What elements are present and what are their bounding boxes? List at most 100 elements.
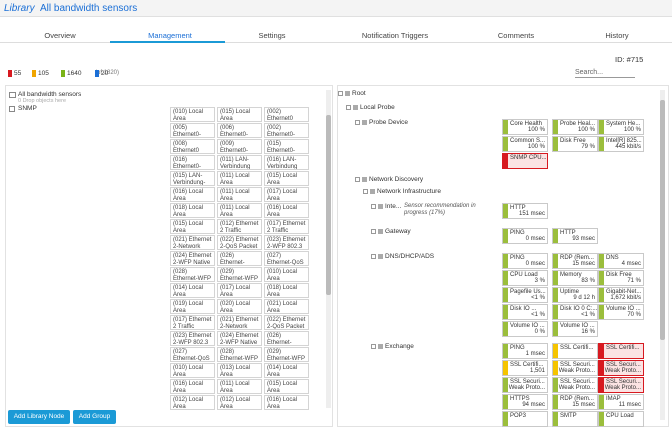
library-sensor[interactable]: (017) Local Area <box>264 187 309 202</box>
library-sensor[interactable]: (012) Ethernet 2 Traffic <box>217 219 262 234</box>
library-sensor[interactable]: (016) Local Area <box>170 187 215 202</box>
search-box[interactable]: Search... <box>575 69 635 78</box>
sensor-tile[interactable]: SSL Securi... Weak Proto... <box>552 377 598 393</box>
sensor-tile[interactable]: SSL Certifi... 1,501 <box>502 360 548 376</box>
sensor-tile[interactable]: SMTP <box>552 411 598 427</box>
sensor-tile[interactable]: CPU Load <box>598 411 644 427</box>
library-sensor[interactable]: (024) Ethernet 2-WFP Native <box>170 251 215 266</box>
library-sensor[interactable]: (015) Local Area <box>264 171 309 186</box>
library-sensor[interactable]: (022) Ethernet 2-QoS Packet <box>264 315 309 330</box>
sensor-tile[interactable]: Disk IO ... <1 % <box>502 304 548 320</box>
add-library-node-button[interactable]: Add Library Node <box>8 410 70 424</box>
library-sensor[interactable]: (015) Local Area <box>217 107 262 122</box>
library-sensor[interactable]: (015) Ethernet0-QoS Packet <box>264 139 309 154</box>
tree-group[interactable]: Network Infrastructure <box>377 188 441 195</box>
scroll-thumb[interactable] <box>326 115 331 295</box>
sensor-tile[interactable]: Intel[R] 825... 445 kbit/s <box>598 136 644 152</box>
scroll-thumb[interactable] <box>660 100 665 340</box>
library-sensor[interactable]: (002) Ethernet0 Traffic <box>264 107 309 122</box>
library-sensor[interactable]: (011) Local Area <box>217 187 262 202</box>
library-sensor[interactable]: (010) Local Area <box>170 107 215 122</box>
tree-group[interactable]: Network Discovery <box>369 176 424 183</box>
library-sensor[interactable]: (006) Ethernet0-QoS Packet <box>217 123 262 138</box>
library-sensor[interactable]: (024) Ethernet 2-WFP Native <box>217 331 262 346</box>
sensor-tile[interactable]: Memory 83 % <box>552 270 598 286</box>
library-sensor[interactable]: (019) Local Area <box>170 299 215 314</box>
library-sensor[interactable]: (014) Local Area <box>264 363 309 378</box>
status-count[interactable]: 55 <box>14 70 22 77</box>
library-sensor[interactable]: (011) Local Area <box>217 171 262 186</box>
sensor-tile[interactable]: PING 0 msec <box>502 228 548 244</box>
sensor-tile[interactable]: HTTP 151 msec <box>502 203 548 219</box>
library-sensor[interactable]: (023) Ethernet 2-WFP 802.3 <box>170 331 215 346</box>
sensor-tile[interactable]: SSL Securi... Weak Proto... <box>598 360 644 376</box>
sensor-tile[interactable]: SSL Securi... Weak Proto... <box>598 377 644 393</box>
device-group[interactable]: Exchange <box>385 343 414 350</box>
tab[interactable]: Settings <box>258 31 286 40</box>
library-sensor[interactable]: (028) Ethernet-WFP 802.3 <box>170 267 215 282</box>
library-sensor[interactable]: (017) Local Area <box>217 283 262 298</box>
device-group[interactable]: Gateway <box>385 228 411 235</box>
library-sensor[interactable]: (015) Local Area <box>170 219 215 234</box>
sensor-tile[interactable]: Common S... 100 % <box>502 136 548 152</box>
library-sensor[interactable]: (027) Ethernet-QoS Packet <box>264 251 309 266</box>
sensor-tile[interactable]: IMAP 11 msec <box>598 394 644 410</box>
tab[interactable]: Notification Triggers <box>361 31 429 40</box>
library-sensor[interactable]: (016) LAN-Verbindung <box>264 155 309 170</box>
library-sensor[interactable]: (012) Local Area <box>170 395 215 410</box>
library-sensor[interactable]: (009) Ethernet0-QoS Packet <box>217 139 262 154</box>
sensor-tile[interactable]: System He... 100 % <box>598 119 644 135</box>
library-sensor[interactable]: (018) Local Area <box>264 283 309 298</box>
library-sensor[interactable]: (016) Local Area <box>170 379 215 394</box>
sensor-tile[interactable]: HTTPS 94 msec <box>502 394 548 410</box>
library-sensor[interactable]: (016) Local Area <box>264 395 309 410</box>
tree-probe[interactable]: Local Probe <box>360 104 395 111</box>
library-sensor[interactable]: (017) Ethernet 2 Traffic <box>170 315 215 330</box>
sensor-tile[interactable]: DNS 4 msec <box>598 253 644 269</box>
sensor-tile[interactable]: SSL Certifi... <box>598 343 644 359</box>
library-sensor[interactable]: (029) Ethernet-WFP Native <box>264 347 309 362</box>
sensor-tile[interactable]: RDP (Rem... 15 msec <box>552 253 598 269</box>
library-sensor[interactable]: (012) Local Area <box>217 395 262 410</box>
library-sensor[interactable]: (026) Ethernet-Network <box>264 331 309 346</box>
library-sensor[interactable]: (028) Ethernet-WFP 802.3 <box>217 347 262 362</box>
sensor-tile[interactable]: PING 0 msec <box>502 253 548 269</box>
tab[interactable]: Comments <box>497 31 535 40</box>
library-sensor[interactable]: (011) LAN-Verbindung <box>217 155 262 170</box>
sensor-tile[interactable]: Uptime 9 d 12 h <box>552 287 598 303</box>
library-sensor[interactable]: (021) Ethernet 2-Network <box>170 235 215 250</box>
sensor-tile[interactable]: Disk Free 71 % <box>598 270 644 286</box>
tab[interactable]: Management <box>148 31 192 40</box>
device-group[interactable]: DNS/DHCP/ADS <box>385 253 435 260</box>
sensor-tile[interactable]: SNMP CPU... <box>502 153 548 169</box>
library-sensor[interactable]: (026) Ethernet-Network <box>217 251 262 266</box>
sensor-tile[interactable]: Volume IO ... 16 % <box>552 321 598 337</box>
status-count[interactable]: 1640 <box>67 70 82 77</box>
library-sensor[interactable]: (015) LAN-Verbindung-Qos <box>170 171 215 186</box>
library-sensor[interactable]: (011) Local Area <box>217 379 262 394</box>
library-sensor[interactable]: (020) Local Area <box>217 299 262 314</box>
sensor-tile[interactable]: Volume IO ... 0 % <box>502 321 548 337</box>
library-sensor[interactable]: (021) Local Area <box>264 299 309 314</box>
sensor-tile[interactable]: SSL Securi... Weak Proto... <box>552 360 598 376</box>
library-sensor[interactable]: (017) Ethernet 2 Traffic <box>264 219 309 234</box>
sensor-tile[interactable]: RDP (Rem... 15 msec <box>552 394 598 410</box>
library-sensor[interactable]: (027) Ethernet-QoS Packet <box>170 347 215 362</box>
library-sensor[interactable]: (011) Local Area <box>217 203 262 218</box>
library-sensor[interactable]: (029) Ethernet-WFP Native <box>217 267 262 282</box>
device-group[interactable]: Probe Device <box>369 119 409 126</box>
sensor-tile[interactable]: Core Health 100 % <box>502 119 548 135</box>
library-sensor[interactable]: (016) Local Area <box>264 203 309 218</box>
library-sensor[interactable]: (013) Local Area <box>217 363 262 378</box>
sensor-tile[interactable]: Probe Heal... 100 % <box>552 119 598 135</box>
status-count[interactable]: 105 <box>38 70 49 77</box>
sensor-tile[interactable]: SSL Certifi... <box>552 343 598 359</box>
sensor-tile[interactable]: Volume IO ... 70 % <box>598 304 644 320</box>
sensor-tile[interactable]: PING 1 msec <box>502 343 548 359</box>
tree-root[interactable]: Root <box>352 90 366 97</box>
tab[interactable]: Overview <box>44 31 76 40</box>
sensor-tile[interactable]: Disk IO 0 C:... <1 % <box>552 304 598 320</box>
sensor-tile[interactable]: HTTP 93 msec <box>552 228 598 244</box>
library-sensor[interactable]: (022) Ethernet 2-QoS Packet <box>217 235 262 250</box>
device-group[interactable]: Inte... <box>385 203 402 210</box>
